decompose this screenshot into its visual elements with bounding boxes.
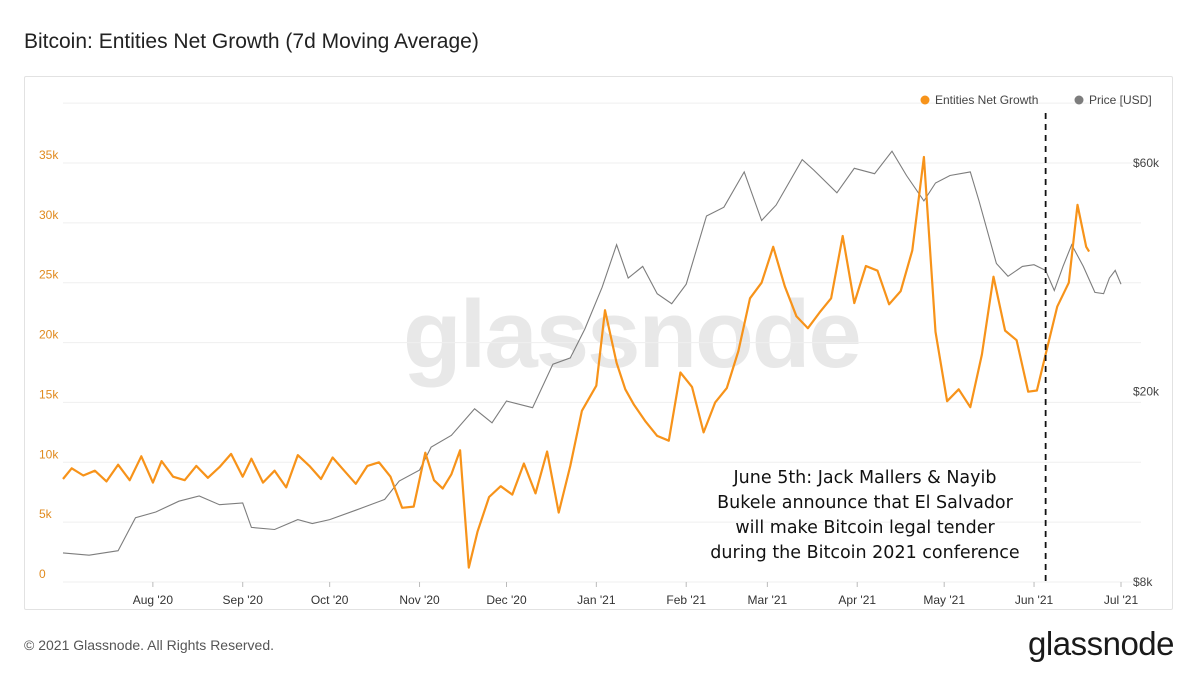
annotation-line: will make Bitcoin legal tender [735, 518, 995, 538]
x-axis-ticks: Aug '20 Sep '20 Oct '20 Nov '20 Dec '20 Jan '… [133, 582, 1139, 607]
x-tick-label: Nov '20 [399, 593, 440, 607]
annotation-line: during the Bitcoin 2021 conference [710, 543, 1019, 563]
legend: Entities Net Growth Price [USD] [920, 93, 1152, 107]
left-tick-label: 10k [39, 447, 59, 461]
x-tick-label: Mar '21 [748, 593, 788, 607]
annotation-line: Bukele announce that El Salvador [717, 493, 1013, 513]
x-tick-label: Apr '21 [838, 593, 876, 607]
x-tick-label: Feb '21 [666, 593, 706, 607]
left-tick-label: 30k [39, 208, 59, 222]
annotation-text: June 5th: Jack Mallers & Nayib Bukele ann… [710, 468, 1019, 563]
left-tick-label: 20k [39, 328, 59, 342]
chart-panel: glassnode 0 5k 10k 15k 20k 25k 30k 35k $8k $20k $… [24, 76, 1173, 610]
watermark: glassnode [403, 281, 860, 388]
right-tick-label: $20k [1133, 384, 1160, 398]
legend-label[interactable]: Price [USD] [1089, 93, 1152, 107]
series-line-price [62, 150, 1122, 556]
annotation-line: June 5th: Jack Mallers & Nayib [733, 468, 997, 488]
left-axis-ticks: 0 5k 10k 15k 20k 25k 30k 35k [39, 148, 59, 581]
left-tick-label: 35k [39, 148, 59, 162]
x-tick-label: Jul '21 [1104, 593, 1139, 607]
x-tick-label: Jan '21 [577, 593, 616, 607]
series-line-entities-net-growth [62, 155, 1091, 569]
left-tick-label: 5k [39, 507, 53, 521]
right-axis-ticks: $8k $20k $60k [1133, 156, 1160, 589]
left-tick-label: 15k [39, 387, 59, 401]
left-tick-label: 25k [39, 268, 59, 282]
right-tick-label: $60k [1133, 156, 1160, 170]
copyright-footer: © 2021 Glassnode. All Rights Reserved. [24, 637, 275, 653]
x-tick-label: Dec '20 [486, 593, 527, 607]
x-tick-label: Aug '20 [133, 593, 174, 607]
legend-swatch [1074, 95, 1084, 105]
x-tick-label: Sep '20 [223, 593, 264, 607]
x-tick-label: Oct '20 [311, 593, 349, 607]
brand-logo: glassnode [1028, 625, 1174, 662]
legend-swatch [920, 95, 930, 105]
right-tick-label: $8k [1133, 575, 1153, 589]
left-tick-label: 0 [39, 567, 46, 581]
chart-title: Bitcoin: Entities Net Growth (7d Moving … [24, 30, 479, 53]
legend-label[interactable]: Entities Net Growth [935, 93, 1038, 107]
x-tick-label: Jun '21 [1015, 593, 1054, 607]
x-tick-label: May '21 [923, 593, 965, 607]
